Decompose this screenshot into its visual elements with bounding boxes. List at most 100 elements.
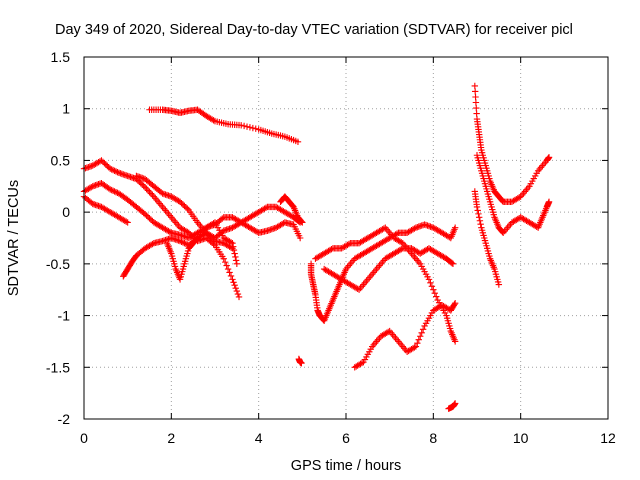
data-point xyxy=(230,246,238,254)
data-point xyxy=(385,328,392,336)
data-point xyxy=(233,260,241,268)
data-point xyxy=(473,110,480,117)
data-point xyxy=(418,329,425,337)
y-tick-label: -2 xyxy=(58,411,71,427)
data-point xyxy=(149,191,156,199)
x-tick-label: 12 xyxy=(600,430,616,446)
chart-title: Day 349 of 2020, Sidereal Day-to-day VTE… xyxy=(55,22,573,38)
data-point xyxy=(427,279,434,287)
data-point xyxy=(417,333,424,340)
series-track-g xyxy=(277,193,306,226)
data-point xyxy=(227,239,235,246)
data-point xyxy=(219,215,226,222)
data-point xyxy=(108,186,115,194)
series-track-j xyxy=(320,245,457,293)
data-point xyxy=(123,218,130,225)
data-point xyxy=(109,166,117,174)
data-point xyxy=(104,162,111,170)
data-point xyxy=(124,219,131,226)
data-point xyxy=(233,287,241,295)
data-point xyxy=(473,203,481,211)
data-point xyxy=(252,125,259,132)
data-point xyxy=(231,282,238,289)
data-point xyxy=(181,202,188,210)
data-point xyxy=(230,279,237,286)
data-point xyxy=(147,216,155,223)
data-point xyxy=(249,124,257,132)
y-tick-label: 0 xyxy=(62,204,70,220)
data-point xyxy=(101,159,108,167)
data-point xyxy=(88,183,95,191)
data-point xyxy=(473,104,480,112)
series-track-l xyxy=(471,188,503,288)
data-point xyxy=(393,230,401,237)
data-point xyxy=(147,190,155,197)
series-track-high-1 xyxy=(146,106,302,146)
data-point xyxy=(108,166,115,173)
data-point xyxy=(243,123,251,130)
data-point xyxy=(111,167,118,174)
x-tick-label: 8 xyxy=(429,430,437,446)
data-point xyxy=(476,217,484,224)
data-point xyxy=(299,219,306,226)
data-point xyxy=(149,240,156,248)
data-point xyxy=(178,238,185,245)
data-points xyxy=(80,82,553,412)
data-point xyxy=(380,225,388,232)
data-point xyxy=(141,211,149,218)
data-point xyxy=(419,326,427,333)
data-point xyxy=(182,204,190,211)
y-axis-label: SDTVAR / TECUs xyxy=(6,180,22,296)
data-point xyxy=(298,359,305,367)
data-point xyxy=(112,168,120,175)
data-point xyxy=(411,344,418,351)
x-axis-label: GPS time / hours xyxy=(291,458,401,474)
data-point xyxy=(472,99,480,106)
data-point xyxy=(207,233,214,241)
series-track-low-1 xyxy=(295,355,305,367)
data-point xyxy=(471,82,479,90)
data-point xyxy=(471,88,479,95)
y-tick-label: 0.5 xyxy=(51,152,71,168)
data-point xyxy=(495,281,503,288)
data-point xyxy=(107,186,114,193)
data-point xyxy=(146,188,153,196)
data-point xyxy=(298,218,305,225)
data-point xyxy=(205,232,213,239)
series-track-e xyxy=(133,172,236,252)
series-track-i xyxy=(312,224,459,345)
data-point xyxy=(475,214,483,221)
data-point xyxy=(262,204,270,212)
data-point xyxy=(428,283,436,290)
data-point xyxy=(226,269,233,276)
y-tick-label: -1 xyxy=(58,308,71,324)
series-track-f xyxy=(163,219,241,283)
tick-labels: 0 2 4 6 8 10 12 1.5 1 0.5 0 -0.5 -1 -1.5 -2 xyxy=(46,49,616,446)
x-tick-label: 0 xyxy=(80,430,88,446)
data-point xyxy=(431,289,438,297)
data-point xyxy=(210,117,217,124)
data-point xyxy=(227,272,235,280)
data-point xyxy=(107,165,114,172)
data-point xyxy=(232,284,239,292)
data-point xyxy=(140,182,147,190)
data-point xyxy=(102,161,110,168)
y-tick-label: 1 xyxy=(62,101,70,117)
data-point xyxy=(144,187,152,194)
data-point xyxy=(474,207,481,214)
x-tick-label: 10 xyxy=(513,430,529,446)
data-point xyxy=(179,201,187,208)
data-point xyxy=(223,262,230,269)
y-tick-label: -1.5 xyxy=(46,359,70,375)
data-point xyxy=(451,338,459,345)
data-point xyxy=(328,246,335,253)
data-point xyxy=(398,246,405,253)
data-point xyxy=(412,343,420,350)
data-point xyxy=(176,237,184,245)
data-point xyxy=(358,359,366,367)
data-point xyxy=(208,235,216,242)
data-point xyxy=(143,185,150,193)
data-point xyxy=(232,253,239,261)
data-point xyxy=(176,198,184,205)
